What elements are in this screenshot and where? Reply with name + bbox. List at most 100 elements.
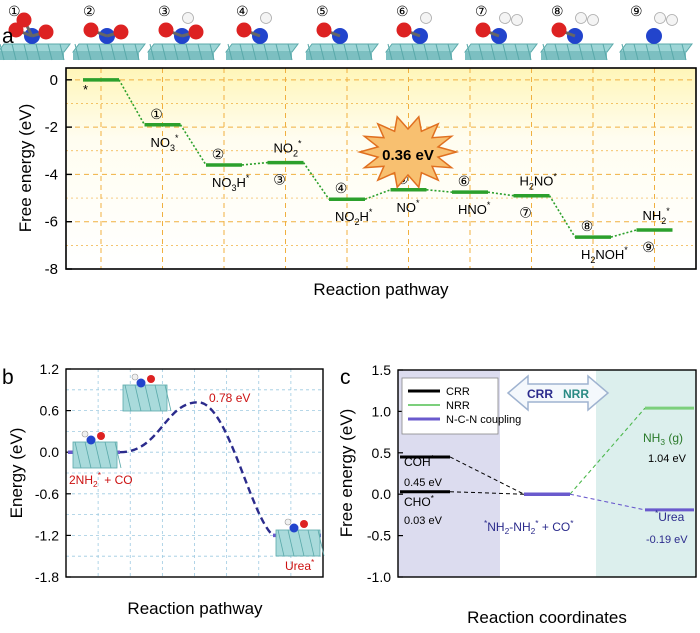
inset-atom-n	[86, 435, 96, 445]
structure-label: ④	[236, 3, 249, 19]
legend-ncn: N-C-N coupling	[446, 414, 521, 426]
inset-atom-h	[81, 430, 89, 438]
slab-bond	[35, 43, 41, 61]
atom-o	[83, 22, 99, 38]
y-tick-label: 0.0	[40, 444, 60, 460]
slab-bond	[578, 43, 584, 61]
slab-bond	[542, 43, 548, 61]
inset-bond	[94, 441, 102, 469]
slab-bond	[478, 43, 484, 61]
structure-6: ⑥	[385, 3, 459, 61]
panel-b-ts-label: 0.78 eV	[209, 391, 250, 405]
slab-bond	[173, 43, 179, 61]
panel-b-initial-label: 2NH2* + CO	[69, 470, 133, 489]
structure-3: ③	[147, 3, 221, 61]
step-number: ⑨	[642, 239, 655, 255]
structure-2: ②	[72, 3, 146, 61]
atom-o	[38, 24, 54, 40]
panel-a-label: a	[2, 25, 14, 48]
y-tick-label: -1.8	[35, 569, 59, 585]
structure-5: ⑤	[305, 3, 379, 61]
value-nh3: 1.04 eV	[648, 453, 687, 465]
slab-bond	[161, 43, 167, 61]
atom-o	[475, 22, 491, 38]
slab-bond	[239, 43, 245, 61]
inset-structure-1	[72, 430, 122, 469]
slab-bond	[514, 43, 520, 61]
y-tick-label: 0.0	[372, 486, 392, 502]
y-tick-label: -1.0	[367, 569, 391, 585]
inset-atom-n	[136, 378, 146, 388]
slab-bond	[0, 43, 5, 61]
panel-c-label: c	[340, 366, 351, 389]
step-number: ⑧	[581, 218, 594, 234]
slab-bond	[526, 43, 532, 61]
species-label: NH2*	[643, 206, 671, 226]
slab-edge	[306, 52, 372, 60]
slab-bond	[110, 43, 116, 61]
atom-h	[654, 12, 666, 24]
structure-label: ①	[8, 3, 21, 19]
inset-atom-n	[289, 523, 299, 533]
atom-o	[158, 22, 174, 38]
y-tick-label: -1.2	[35, 527, 59, 543]
step-connector	[302, 162, 330, 200]
inset-bond	[164, 384, 172, 412]
inset-bond	[154, 384, 162, 412]
panel-b-label: b	[2, 366, 14, 389]
y-tick-label: 0	[50, 72, 58, 89]
slab-bond	[263, 43, 269, 61]
legend-crr: CRR	[446, 386, 470, 398]
y-tick-label: 0.5	[372, 445, 392, 461]
slab-bond	[23, 43, 29, 61]
reaction-curve	[119, 401, 274, 537]
panel-c-legend: CRR NRR N-C-N coupling	[401, 377, 521, 435]
slab-bond	[275, 43, 281, 61]
step-connector	[364, 189, 391, 200]
y-tick-label: -2	[45, 119, 58, 136]
structure-label: ②	[83, 3, 96, 19]
step-number: ②	[212, 146, 225, 162]
y-tick-label: -4	[45, 166, 58, 183]
species-label: NO2H*	[335, 207, 373, 227]
atom-n	[646, 28, 662, 44]
slab-bond	[502, 43, 508, 61]
atom-o	[236, 22, 252, 38]
slab-bond	[307, 43, 313, 61]
slab-bond	[554, 43, 560, 61]
panel-a-ylabel: Free energy (eV)	[16, 104, 35, 233]
inset-bond	[307, 529, 315, 557]
slab-bond	[59, 43, 65, 61]
panel-a-frame	[65, 67, 697, 270]
inset-bond	[84, 441, 92, 469]
inset-bond	[124, 384, 132, 412]
slab-bond	[423, 43, 429, 61]
connector-urea	[569, 493, 646, 511]
label-urea: *Urea	[655, 508, 685, 524]
step-connector	[487, 191, 514, 197]
step-connector	[610, 229, 637, 238]
panel-a-burst: 0.36 eV	[356, 115, 460, 189]
inset-bond	[277, 529, 285, 557]
species-label: NO3H*	[212, 173, 250, 193]
slab-bond	[47, 43, 53, 61]
slab-surface	[72, 43, 146, 53]
slab-surface	[225, 43, 299, 53]
slab-bond	[566, 43, 572, 61]
slab-bond	[355, 43, 361, 61]
atom-h	[499, 12, 511, 24]
panel-c-xlabel: Reaction coordinates	[467, 608, 627, 627]
burst-shape	[356, 115, 460, 189]
atom-o	[113, 24, 129, 40]
inset-atom-h	[131, 373, 139, 381]
slab-bond	[197, 43, 203, 61]
structure-strip: ① ② ③ ④ ⑤ ⑥ ⑦ ⑧ ⑨	[0, 3, 693, 61]
panel-c-energy-path	[400, 406, 694, 512]
atom-h	[260, 12, 272, 24]
structure-label: ⑧	[551, 3, 564, 19]
species-label: HNO*	[458, 200, 491, 217]
connector-nh3	[569, 407, 646, 495]
label-coh: COH*	[404, 453, 435, 469]
step-number: ⑦	[519, 205, 532, 221]
slab-bond	[149, 43, 155, 61]
